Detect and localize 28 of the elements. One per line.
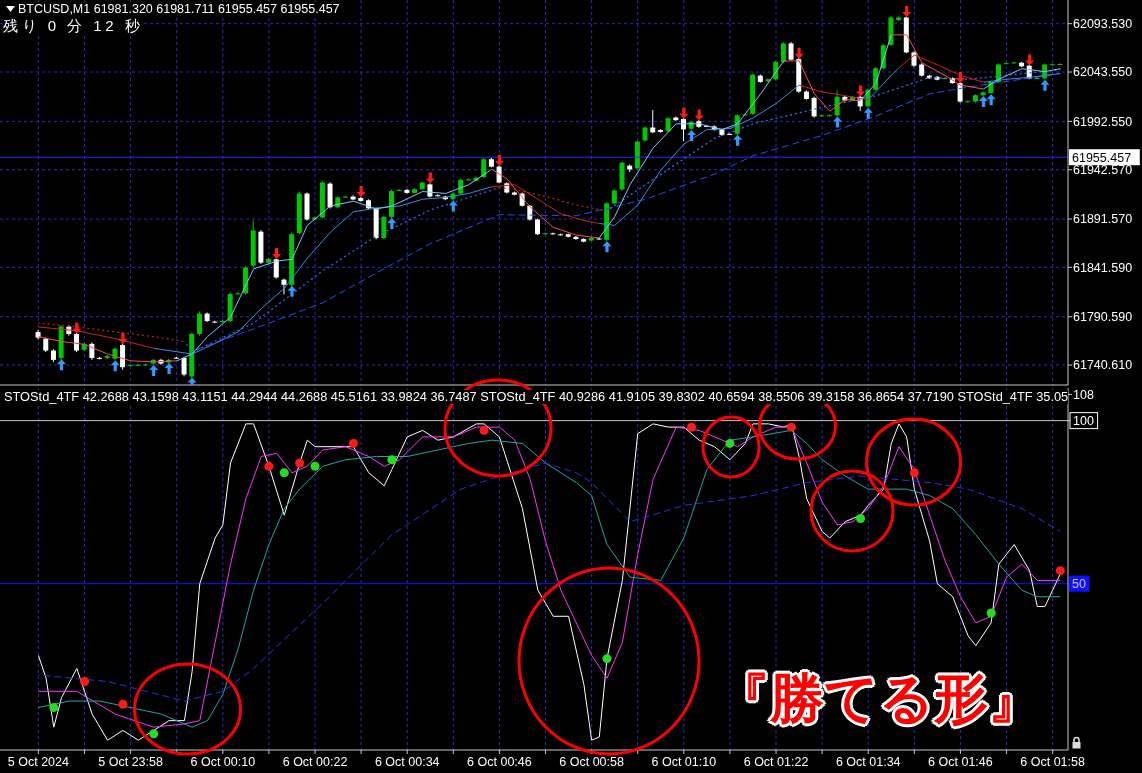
x-tick-label: 6 Oct 01:34 — [835, 755, 901, 769]
annotation: 残り 0 分 12 秒 — [3, 17, 144, 34]
y-tick-label: 62093.530 — [1073, 17, 1133, 32]
chart-title: STOStd_4TF 42.2688 43.1598 43.1151 44.2944 44.2688 45.5161 33.9824 36.7487 STOStd_4TF 40.9286 41.9105 39.8302 40.6594 38.5506 39.3158 36.8654 37.7190 STOStd_4TF 35.05 — [4, 389, 1069, 404]
x-tick-label: 5 Oct 23:58 — [98, 755, 163, 769]
y-tick-label: 100 — [1073, 413, 1094, 428]
x-tick-label: 6 Oct 01:22 — [743, 755, 809, 769]
x-tick-label: 6 Oct 01:46 — [928, 755, 993, 769]
x-tick-label: 6 Oct 00:10 — [190, 755, 256, 769]
x-tick-label: 6 Oct 00:34 — [374, 755, 440, 769]
y-tick-label: 62043.550 — [1073, 65, 1133, 80]
y-tick-label: 61891.570 — [1073, 212, 1133, 227]
x-tick-label: 6 Oct 00:22 — [282, 755, 348, 769]
ref-line-label: 61955.457 — [1072, 150, 1132, 165]
y-tick-label: 61942.570 — [1073, 163, 1133, 178]
x-tick-label: 6 Oct 01:58 — [1020, 755, 1085, 769]
x-tick-label: 6 Oct 00:58 — [559, 755, 624, 769]
y-tick-label: 61740.610 — [1073, 358, 1133, 373]
y-tick-label: 61992.550 — [1073, 114, 1133, 129]
y-tick-label: 61790.590 — [1073, 310, 1133, 325]
y-tick-label: 108 — [1073, 387, 1094, 402]
chart-title: BTCUSD,M1 61981.320 61981.711 61955.457 61955.457 — [18, 2, 340, 16]
x-tick-label: 5 Oct 2024 — [7, 755, 70, 769]
y-tick-label: 61841.590 — [1073, 260, 1133, 275]
annotation: 『勝てる形』 — [716, 667, 1042, 730]
x-tick-label: 6 Oct 01:10 — [651, 755, 717, 769]
ref-line-label: 50 — [1072, 577, 1086, 592]
x-tick-label: 6 Oct 00:46 — [467, 755, 532, 769]
